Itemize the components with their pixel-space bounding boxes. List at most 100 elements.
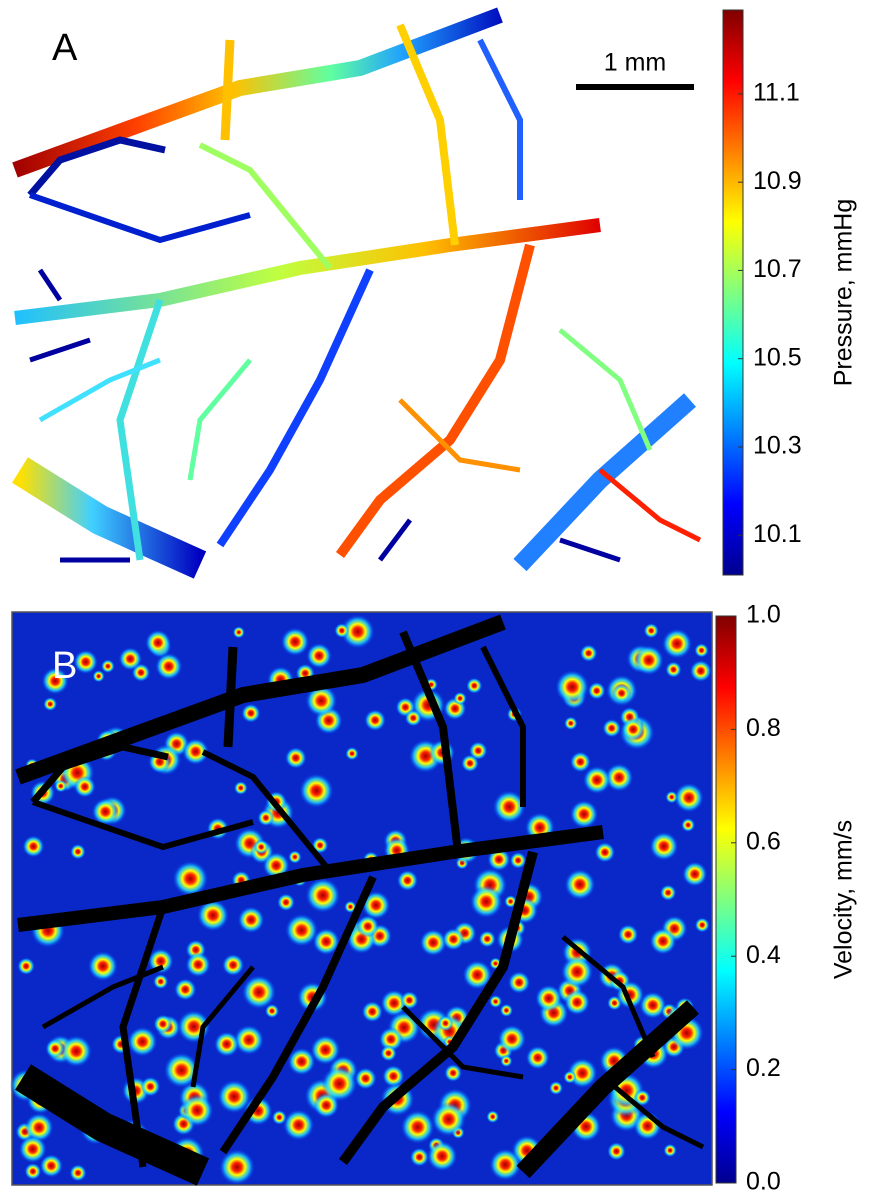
hotspot: [466, 677, 483, 694]
hotspot: [509, 852, 527, 869]
colorbar-tick-label: 10.5: [753, 343, 802, 371]
hotspot: [555, 670, 590, 704]
colorbar-tick-label: 10.1: [753, 520, 802, 548]
hotspot: [277, 893, 295, 912]
hotspot: [507, 971, 531, 994]
hotspot: [321, 1065, 358, 1102]
colorbar-tick-label: 0.2: [746, 1054, 781, 1082]
hotspot: [54, 779, 68, 793]
vessel-network: [12, 7, 702, 579]
hotspot: [569, 751, 591, 773]
colorbar-label: Pressure, mmHg: [830, 199, 858, 387]
hotspot: [153, 974, 169, 990]
hotspot: [409, 1147, 429, 1167]
colorbar-tick-label: 11.1: [753, 78, 800, 106]
hotspot: [486, 1110, 500, 1124]
hotspot: [469, 885, 503, 919]
hotspot: [361, 1001, 383, 1023]
scale-bar-label: 1 mm: [604, 49, 667, 77]
hotspot: [549, 1081, 563, 1095]
hotspot: [344, 900, 357, 913]
hotspot: [306, 643, 332, 669]
hotspot: [639, 991, 667, 1019]
hotspot: [145, 629, 171, 656]
panel-b: B: [10, 612, 712, 1185]
hotspot: [174, 978, 197, 1001]
hotspot: [185, 952, 211, 978]
hotspot: [299, 773, 334, 808]
hotspot: [232, 626, 245, 639]
hotspot: [17, 957, 35, 975]
hotspot: [140, 1076, 161, 1097]
hotspot: [219, 1149, 255, 1185]
hotspot: [222, 953, 245, 977]
colorbar-tick-label: 0.8: [746, 714, 781, 742]
hotspot: [41, 667, 69, 695]
hotspot: [180, 1094, 214, 1127]
hotspot: [257, 809, 275, 827]
hotspot: [563, 1070, 577, 1084]
hotspot: [197, 899, 229, 932]
hotspot: [461, 754, 479, 773]
hotspot: [380, 1045, 397, 1062]
hotspot: [127, 1026, 158, 1057]
hotspot: [478, 930, 496, 948]
hotspot: [500, 1054, 513, 1068]
hotspot: [39, 1154, 63, 1178]
hotspot: [462, 960, 492, 990]
colorbar-label: Velocity, mm/s: [830, 820, 858, 979]
hotspot: [22, 835, 45, 858]
hotspot: [621, 717, 645, 742]
hotspot: [497, 1024, 527, 1054]
hotspot: [24, 1162, 42, 1180]
hotspot: [594, 842, 616, 863]
colorbar-tick-label: 0.0: [746, 1168, 781, 1194]
hotspot: [643, 623, 659, 639]
hotspot: [233, 1024, 264, 1055]
hotspot: [91, 798, 119, 826]
hotspot: [564, 989, 591, 1016]
colorbar-tick-label: 1.0: [746, 601, 781, 629]
hotspot: [582, 765, 612, 795]
hotspot: [689, 660, 712, 682]
hotspot: [564, 869, 596, 900]
hotspot: [649, 831, 679, 861]
colorbar-tick-label: 10.9: [753, 167, 802, 195]
panel-a: A 1 mm: [12, 7, 702, 579]
hotspot: [525, 1045, 550, 1070]
hotspot: [287, 1047, 316, 1076]
hotspot: [419, 929, 447, 957]
panel-label: A: [52, 27, 78, 69]
hotspot: [431, 1102, 466, 1137]
hotspot: [237, 906, 265, 934]
hotspot: [253, 839, 269, 855]
hotspot: [310, 1034, 341, 1065]
panel-label: B: [52, 645, 77, 687]
hotspot: [444, 1064, 462, 1082]
hotspot: [649, 927, 677, 955]
hotspot: [694, 917, 710, 933]
hotspot: [43, 697, 58, 712]
hotspot: [396, 869, 419, 892]
hotspot: [354, 1067, 377, 1090]
hotspot: [345, 746, 359, 761]
hotspot: [579, 644, 598, 662]
hotspot: [560, 955, 594, 988]
hotspot: [382, 1065, 405, 1088]
hotspot: [364, 709, 386, 732]
hotspot: [404, 709, 422, 727]
hotspot: [607, 1142, 626, 1161]
hotspot: [87, 951, 118, 982]
hotspot: [426, 1140, 458, 1172]
hotspot: [155, 652, 183, 681]
hotspot: [663, 1143, 677, 1158]
hotspot: [634, 1089, 651, 1106]
hotspot: [356, 915, 379, 938]
colorbar: [715, 615, 737, 1184]
hotspot: [280, 627, 310, 657]
hotspot: [492, 790, 526, 824]
hotspot: [163, 1052, 200, 1088]
hotspot: [153, 1014, 173, 1034]
hotspot: [73, 649, 98, 675]
hotspot: [24, 1112, 54, 1143]
